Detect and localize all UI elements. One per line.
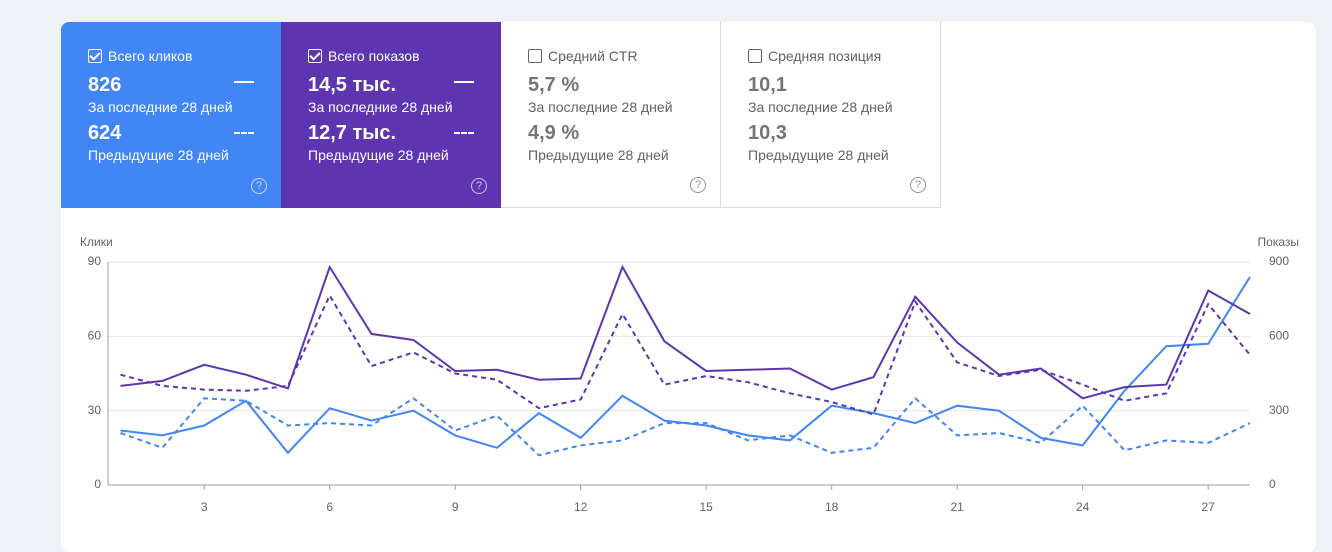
y-tick-label: 60 xyxy=(88,329,102,343)
y-tick-label: 0 xyxy=(94,477,101,491)
metric-tile[interactable]: Средний CTR 5,7 % За последние 28 дней 4,9 … xyxy=(501,22,721,208)
previous-period: Предыдущие 28 дней xyxy=(528,147,669,163)
y2-tick-label: 0 xyxy=(1269,477,1276,491)
tile-header: Всего кликов xyxy=(88,48,281,64)
current-value: 5,7 % xyxy=(528,74,580,96)
checkbox[interactable] xyxy=(88,49,102,63)
tile-label: Средний CTR xyxy=(548,48,638,64)
current-value: 826 xyxy=(88,74,122,96)
current-value: 10,1 xyxy=(748,74,787,96)
help-icon[interactable]: ? xyxy=(690,177,706,193)
metric-tile[interactable]: Средняя позиция 10,1 За последние 28 дней 1… xyxy=(721,22,941,208)
tile-label: Средняя позиция xyxy=(768,48,882,64)
tile-header: Средняя позиция xyxy=(748,48,940,64)
y-tick-label: 30 xyxy=(88,403,102,417)
x-tick-label: 18 xyxy=(825,500,839,514)
x-tick-label: 24 xyxy=(1076,500,1090,514)
x-tick-label: 9 xyxy=(452,500,459,514)
y2-axis-title: Показы xyxy=(1258,235,1299,249)
page: Клики Показы 0 30 60 90 0 300 600 900 3 6 9 12 15 18 2… xyxy=(0,0,1332,539)
previous-value: 4,9 % xyxy=(528,122,580,144)
help-icon[interactable]: ? xyxy=(910,177,926,193)
help-icon[interactable]: ? xyxy=(471,178,487,194)
previous-value: 12,7 тыс. xyxy=(308,122,397,144)
tile-header: Всего показов xyxy=(308,48,501,64)
series-line xyxy=(120,264,1251,400)
previous-period: Предыдущие 28 дней xyxy=(308,147,449,163)
current-period: За последние 28 дней xyxy=(308,99,453,115)
previous-line-sample xyxy=(234,132,254,134)
y2-tick-label: 600 xyxy=(1269,329,1289,343)
tile-label: Всего кликов xyxy=(108,48,193,64)
help-icon[interactable]: ? xyxy=(251,178,267,194)
previous-value: 10,3 xyxy=(748,122,787,144)
series-line xyxy=(120,276,1251,455)
previous-line-sample xyxy=(454,132,474,134)
y-axis-title: Клики xyxy=(80,235,113,249)
previous-period: Предыдущие 28 дней xyxy=(748,147,889,163)
x-tick-label: 21 xyxy=(950,500,964,514)
tile-header: Средний CTR xyxy=(528,48,720,64)
tile-label: Всего показов xyxy=(328,48,420,64)
checkbox[interactable] xyxy=(308,49,322,63)
y2-tick-label: 300 xyxy=(1269,403,1289,417)
y2-tick-label: 900 xyxy=(1269,254,1289,268)
current-period: За последние 28 дней xyxy=(88,99,233,115)
previous-value: 624 xyxy=(88,122,122,144)
current-line-sample xyxy=(454,81,474,83)
metric-tile[interactable]: Всего кликов 826 За последние 28 дней 624 Пр… xyxy=(61,22,281,208)
previous-period: Предыдущие 28 дней xyxy=(88,147,229,163)
current-period: За последние 28 дней xyxy=(748,99,893,115)
checkbox[interactable] xyxy=(528,49,542,63)
current-line-sample xyxy=(234,81,254,83)
current-period: За последние 28 дней xyxy=(528,99,673,115)
x-tick-label: 3 xyxy=(201,500,208,514)
metric-tile[interactable]: Всего показов 14,5 тыс. За последние 28 дн… xyxy=(281,22,501,208)
checkbox[interactable] xyxy=(748,49,762,63)
series-line xyxy=(120,293,1251,416)
x-tick-label: 27 xyxy=(1201,500,1215,514)
x-tick-label: 6 xyxy=(326,500,333,514)
x-tick-label: 12 xyxy=(574,500,588,514)
y-tick-label: 90 xyxy=(88,254,102,268)
x-tick-label: 15 xyxy=(700,500,714,514)
current-value: 14,5 тыс. xyxy=(308,74,397,96)
series-line xyxy=(120,396,1251,457)
